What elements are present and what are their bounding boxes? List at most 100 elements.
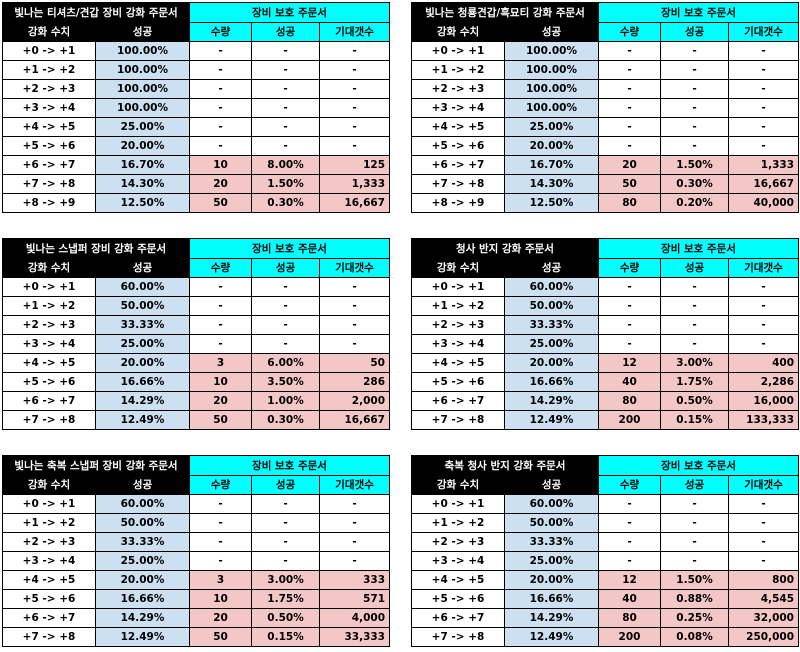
level-cell: +6 -> +7 — [411, 608, 505, 628]
level-cell: +6 -> +7 — [411, 155, 505, 175]
success-rate-cell: 20.00% — [504, 353, 599, 373]
protect-success-cell: - — [251, 532, 320, 552]
protect-scroll-header: 장비 보호 주문서 — [189, 238, 390, 259]
qty-cell: - — [598, 315, 661, 335]
protect-success-cell: - — [251, 551, 320, 571]
level-cell: +4 -> +5 — [411, 353, 505, 373]
col-header-qty: 수량 — [189, 258, 252, 278]
table-row: +7 -> +8 12.49% 200 0.15% 133,333 — [411, 410, 799, 430]
success-rate-cell: 12.49% — [95, 627, 190, 647]
protect-success-cell: 1.00% — [251, 391, 320, 411]
table-row: +6 -> +7 14.29% 20 0.50% 4,000 — [2, 608, 390, 628]
qty-cell: - — [189, 60, 252, 80]
level-cell: +1 -> +2 — [2, 296, 96, 316]
expected-count-cell: - — [319, 98, 390, 118]
expected-count-cell: - — [728, 79, 799, 99]
level-cell: +1 -> +2 — [411, 296, 505, 316]
col-header-expected: 기대갯수 — [319, 258, 390, 278]
qty-cell: - — [189, 532, 252, 552]
level-cell: +5 -> +6 — [2, 136, 96, 156]
level-cell: +3 -> +4 — [411, 551, 505, 571]
table-row: +6 -> +7 14.29% 20 1.00% 2,000 — [2, 391, 390, 411]
qty-cell: 200 — [598, 627, 661, 647]
qty-cell: - — [598, 98, 661, 118]
level-cell: +3 -> +4 — [2, 334, 96, 354]
qty-cell: - — [598, 136, 661, 156]
qty-cell: - — [598, 41, 661, 61]
success-rate-cell: 14.29% — [504, 608, 599, 628]
col-header-qty: 수량 — [598, 258, 661, 278]
expected-count-cell: - — [319, 60, 390, 80]
expected-count-cell: 40,000 — [728, 193, 799, 213]
enhancement-table: 축복 청사 반지 강화 주문서 장비 보호 주문서 강화 수치 성공 수량 성공 기대갯수 +… — [411, 455, 799, 647]
qty-cell: 20 — [598, 155, 661, 175]
protect-success-cell: 0.08% — [660, 627, 729, 647]
protect-success-cell: 0.50% — [660, 391, 729, 411]
success-rate-cell: 33.33% — [504, 532, 599, 552]
expected-count-cell: 133,333 — [728, 410, 799, 430]
success-rate-cell: 14.29% — [95, 608, 190, 628]
expected-count-cell: - — [728, 532, 799, 552]
qty-cell: - — [598, 551, 661, 571]
success-rate-cell: 12.49% — [504, 627, 599, 647]
success-rate-cell: 33.33% — [504, 315, 599, 335]
expected-count-cell: 2,286 — [728, 372, 799, 392]
col-header-expected: 기대갯수 — [319, 475, 390, 495]
protect-success-cell: - — [251, 98, 320, 118]
success-rate-cell: 100.00% — [504, 41, 599, 61]
success-rate-cell: 12.50% — [95, 193, 190, 213]
qty-cell: - — [189, 136, 252, 156]
success-rate-cell: 16.70% — [95, 155, 190, 175]
protect-scroll-header: 장비 보호 주문서 — [598, 238, 799, 259]
enhancement-table: 빛나는 축복 스냅퍼 장비 강화 주문서 장비 보호 주문서 강화 수치 성공 수량 성공… — [2, 455, 390, 647]
col-header-protect-success: 성공 — [660, 475, 729, 495]
table-row: +2 -> +3 33.33% - - - — [2, 315, 390, 335]
protect-success-cell: - — [251, 296, 320, 316]
expected-count-cell: - — [319, 41, 390, 61]
level-cell: +4 -> +5 — [411, 117, 505, 137]
table-title: 빛나는 청룡견갑/흑묘티 강화 주문서 — [411, 2, 599, 23]
success-rate-cell: 100.00% — [504, 79, 599, 99]
protect-success-cell: - — [660, 532, 729, 552]
expected-count-cell: - — [319, 551, 390, 571]
expected-count-cell: 250,000 — [728, 627, 799, 647]
protect-success-cell: - — [660, 513, 729, 533]
qty-cell: 3 — [189, 570, 252, 590]
success-rate-cell: 14.29% — [95, 391, 190, 411]
success-rate-cell: 25.00% — [504, 117, 599, 137]
table-row: +3 -> +4 25.00% - - - — [2, 551, 390, 571]
table-row: +4 -> +5 20.00% 12 1.50% 800 — [411, 570, 799, 590]
table-row: +3 -> +4 25.00% - - - — [411, 551, 799, 571]
col-header-protect-success: 성공 — [660, 258, 729, 278]
success-rate-cell: 60.00% — [504, 277, 599, 297]
table-row: +1 -> +2 100.00% - - - — [411, 60, 799, 80]
table-row: +4 -> +5 25.00% - - - — [411, 117, 799, 137]
protect-success-cell: - — [660, 136, 729, 156]
success-rate-cell: 50.00% — [504, 296, 599, 316]
success-rate-cell: 100.00% — [95, 41, 190, 61]
table-row: +3 -> +4 100.00% - - - — [411, 98, 799, 118]
protect-success-cell: - — [251, 277, 320, 297]
protect-success-cell: - — [251, 79, 320, 99]
expected-count-cell: - — [728, 513, 799, 533]
level-cell: +7 -> +8 — [2, 174, 96, 194]
protect-success-cell: 0.20% — [660, 193, 729, 213]
col-header-success: 성공 — [504, 258, 599, 278]
qty-cell: 50 — [189, 193, 252, 213]
col-header-qty: 수량 — [189, 22, 252, 42]
protect-scroll-header: 장비 보호 주문서 — [598, 455, 799, 476]
enhancement-table: 청사 반지 강화 주문서 장비 보호 주문서 강화 수치 성공 수량 성공 기대갯수 +0 -… — [411, 238, 799, 430]
success-rate-cell: 33.33% — [95, 315, 190, 335]
enhancement-table: 빛나는 티셔츠/견갑 장비 강화 주문서 장비 보호 주문서 강화 수치 성공 수량 성공… — [2, 2, 390, 213]
expected-count-cell: - — [319, 79, 390, 99]
table-row: +0 -> +1 100.00% - - - — [2, 41, 390, 61]
level-cell: +3 -> +4 — [411, 98, 505, 118]
table-row: +3 -> +4 25.00% - - - — [2, 334, 390, 354]
col-header-qty: 수량 — [189, 475, 252, 495]
col-header-success: 성공 — [95, 22, 190, 42]
expected-count-cell: - — [319, 334, 390, 354]
level-cell: +6 -> +7 — [2, 608, 96, 628]
success-rate-cell: 50.00% — [504, 513, 599, 533]
level-cell: +3 -> +4 — [2, 551, 96, 571]
qty-cell: 80 — [598, 608, 661, 628]
